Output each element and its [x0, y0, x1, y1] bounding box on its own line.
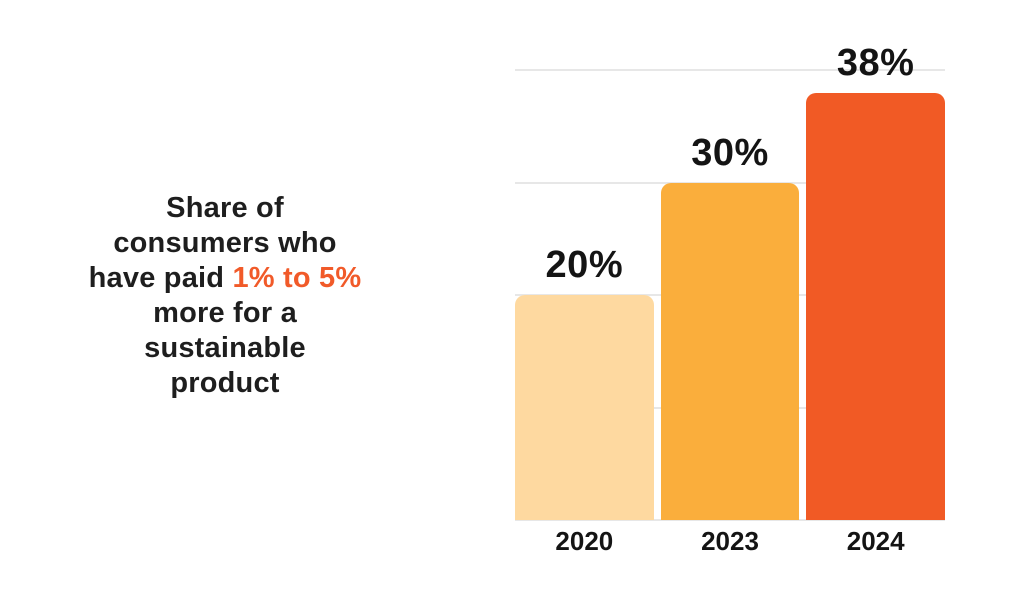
gridline-0 [515, 519, 945, 521]
chart-title: Share of consumers who have paid 1% to 5… [60, 191, 390, 401]
bar-value-label: 30% [691, 131, 769, 174]
title-line: more for a [153, 297, 297, 329]
bar [660, 182, 800, 520]
title-text: have paid [88, 262, 233, 294]
gridline-40 [515, 69, 945, 71]
bar-column-2024: 38% 2024 [806, 42, 946, 556]
bar-column-2020: 20% 2020 [515, 70, 654, 556]
x-axis-label: 2023 [701, 526, 759, 556]
bar [806, 92, 946, 520]
x-axis-label: 2024 [846, 526, 905, 556]
title-line: product [170, 367, 280, 399]
title-highlight: 1% to 5% [232, 262, 362, 294]
bar-chart: 20% 2020 30% 2023 38% 2024 [515, 42, 946, 556]
bar-column-2023: 30% 2023 [660, 70, 800, 556]
title-line: have paid 1% to 5% [60, 261, 390, 296]
bar-value-label: 38% [836, 41, 915, 84]
bar-value-label: 20% [545, 244, 624, 286]
bar [515, 295, 654, 520]
title-line: consumers who [113, 227, 337, 259]
title-line: sustainable [144, 332, 306, 364]
bars-container: 20% 2020 30% 2023 38% 2024 [515, 42, 946, 556]
title-line: Share of [166, 192, 284, 224]
x-axis-label: 2020 [555, 526, 614, 556]
